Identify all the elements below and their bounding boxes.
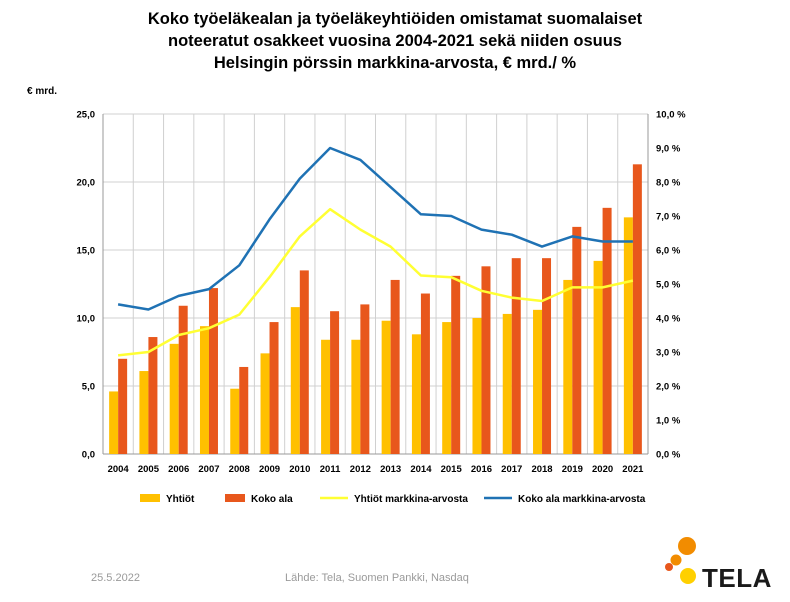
y-right-tick-label: 1,0 %	[656, 416, 681, 427]
x-tick-label: 2004	[108, 464, 130, 475]
bar-koko-ala	[390, 279, 400, 454]
line-koko-ala-markkina-arvosta	[117, 146, 633, 311]
bar-yhtiot	[411, 334, 421, 454]
x-tick-label: 2013	[380, 464, 401, 475]
bar-yhtiot	[169, 343, 179, 454]
x-tick-label: 2008	[229, 464, 250, 475]
chart-title: Koko työeläkealan ja työeläkeyhtiöiden o…	[0, 8, 790, 74]
x-tick-label: 2016	[471, 464, 492, 475]
footer-source: Lähde: Tela, Suomen Pankki, Nasdaq	[285, 572, 469, 584]
bar-koko-ala	[602, 207, 612, 454]
bar-yhtiot	[260, 353, 270, 454]
logo-yellow-dot	[680, 568, 696, 584]
legend-yhtiot-markkina-arvosta-label: Yhtiöt markkina-arvosta	[354, 494, 468, 505]
bar-koko-ala	[451, 275, 461, 454]
x-tick-label: 2009	[259, 464, 280, 475]
bar-koko-ala	[239, 366, 249, 454]
bar-yhtiot	[502, 313, 512, 454]
bar-koko-ala	[178, 305, 188, 454]
bar-koko-ala	[299, 270, 309, 454]
bar-yhtiot	[290, 307, 300, 454]
logo-orange-dot	[678, 537, 696, 555]
x-tick-label: 2018	[531, 464, 552, 475]
tela-logo-icon	[665, 537, 696, 584]
bar-yhtiot	[381, 320, 391, 454]
logo-text: TELA	[702, 563, 772, 593]
x-tick-label: 2007	[198, 464, 219, 475]
legend-koko-ala-markkina-arvosta-label: Koko ala markkina-arvosta	[518, 494, 646, 505]
title-line-1: Koko työeläkealan ja työeläkeyhtiöiden o…	[147, 10, 643, 28]
legend-yhtiot-swatch	[140, 494, 160, 502]
x-tick-label: 2021	[622, 464, 644, 475]
y-axis-unit-label: € mrd.	[27, 86, 58, 97]
y-right-tick-label: 2,0 %	[656, 382, 681, 393]
bar-yhtiot	[109, 391, 119, 454]
bar-koko-ala	[511, 258, 521, 454]
y-right-tick-label: 8,0 %	[656, 178, 681, 189]
x-tick-label: 2017	[501, 464, 522, 475]
title-line-2: noteeratut osakkeet vuosina 2004-2021 se…	[168, 32, 622, 50]
bar-yhtiot	[351, 339, 361, 454]
y-left-tick-label: 25,0	[77, 110, 96, 121]
x-tick-label: 2005	[138, 464, 160, 475]
bar-yhtiot	[442, 322, 452, 454]
bar-koko-ala	[148, 337, 158, 454]
x-tick-label: 2010	[289, 464, 310, 475]
x-tick-label: 2006	[168, 464, 189, 475]
y-right-tick-label: 5,0 %	[656, 280, 681, 291]
y-left-tick-label: 5,0	[82, 382, 95, 393]
bar-koko-ala	[420, 293, 430, 454]
bar-koko-ala	[208, 288, 218, 454]
bar-koko-ala	[360, 304, 370, 454]
bar-yhtiot	[139, 371, 149, 454]
legend-koko-ala-swatch	[225, 494, 245, 502]
bar-yhtiot	[623, 217, 633, 454]
logo-small-orange-dot	[670, 554, 682, 566]
title-line-3: Helsingin pörssin markkina-arvosta, € mr…	[213, 54, 577, 72]
bar-yhtiot	[593, 260, 603, 454]
y-right-tick-label: 9,0 %	[656, 144, 681, 155]
bar-koko-ala	[330, 311, 340, 454]
bar-koko-ala	[542, 258, 552, 454]
x-tick-label: 2015	[441, 464, 463, 475]
line-yhtiot-markkina-arvosta	[117, 207, 634, 357]
bar-yhtiot	[230, 388, 240, 454]
y-right-tick-label: 4,0 %	[656, 314, 681, 325]
legend-yhtiot-label: Yhtiöt	[166, 494, 195, 505]
bar-koko-ala	[481, 266, 491, 454]
x-tick-label: 2019	[562, 464, 583, 475]
bar-yhtiot	[199, 326, 209, 454]
y-left-tick-label: 10,0	[77, 314, 96, 325]
bar-yhtiot	[563, 279, 573, 454]
footer-date: 25.5.2022	[91, 572, 140, 584]
legend-koko-ala-label: Koko ala	[251, 494, 293, 505]
y-right-tick-label: 3,0 %	[656, 348, 681, 359]
bar-koko-ala	[269, 322, 279, 454]
bar-yhtiot	[321, 339, 331, 454]
bar-yhtiot	[533, 309, 543, 454]
bar-yhtiot	[472, 318, 482, 454]
y-left-tick-label: 20,0	[77, 178, 96, 189]
y-right-tick-label: 0,0 %	[656, 450, 681, 461]
x-tick-label: 2011	[320, 464, 341, 475]
y-right-tick-label: 10,0 %	[656, 110, 686, 121]
bar-koko-ala	[632, 164, 642, 454]
y-left-tick-label: 15,0	[77, 246, 96, 257]
x-tick-label: 2020	[592, 464, 613, 475]
y-right-tick-label: 6,0 %	[656, 246, 681, 257]
bar-koko-ala	[118, 358, 128, 454]
x-tick-label: 2012	[350, 464, 371, 475]
logo-red-dot	[665, 563, 673, 571]
x-tick-label: 2014	[410, 464, 432, 475]
y-left-tick-label: 0,0	[82, 450, 95, 461]
y-right-tick-label: 7,0 %	[656, 212, 681, 223]
bar-koko-ala	[572, 226, 582, 454]
